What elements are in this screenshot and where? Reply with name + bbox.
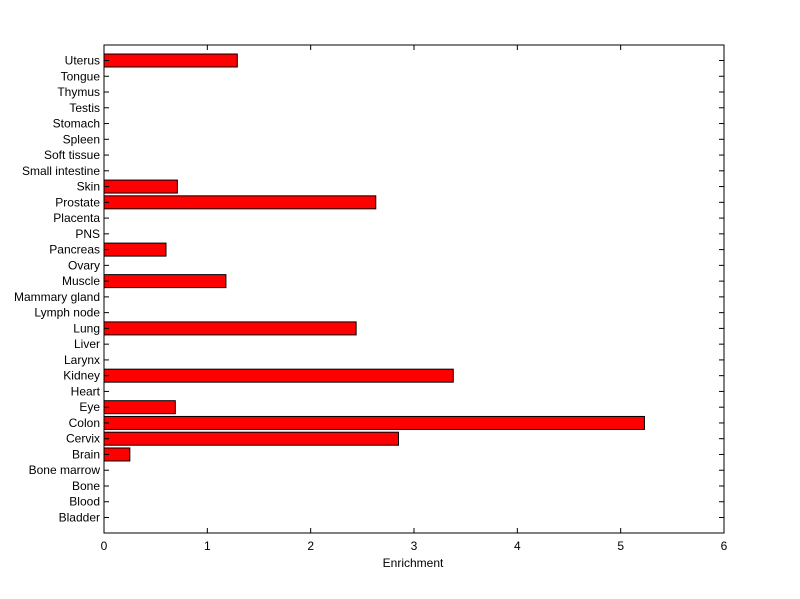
y-tick-label-eye: Eye [79, 400, 100, 414]
x-tick-label-0: 0 [101, 539, 108, 553]
y-tick-label-heart: Heart [71, 384, 101, 398]
x-tick-label-3: 3 [411, 539, 418, 553]
y-tick-label-bladder: Bladder [59, 511, 100, 525]
y-tick-label-skin: Skin [77, 180, 100, 194]
bar-muscle [103, 274, 227, 289]
x-axis-title: Enrichment [383, 556, 444, 570]
y-tick-label-mammary-gland: Mammary gland [14, 290, 100, 304]
x-tick-label-2: 2 [307, 539, 314, 553]
y-tick-label-liver: Liver [74, 337, 100, 351]
y-tick-label-cervix: Cervix [66, 432, 100, 446]
bar-colon [103, 415, 645, 430]
y-tick-label-testis: Testis [69, 101, 100, 115]
y-tick-label-pns: PNS [75, 227, 100, 241]
y-tick-label-larynx: Larynx [64, 353, 100, 367]
y-tick-label-tongue: Tongue [61, 69, 101, 83]
plot-frame [103, 44, 725, 534]
x-tick-label-6: 6 [721, 539, 728, 553]
y-tick-label-lung: Lung [73, 321, 100, 335]
y-tick-label-small-intestine: Small intestine [22, 164, 100, 178]
bar-lung [103, 321, 357, 336]
x-tick-label-4: 4 [514, 539, 521, 553]
bar-skin [103, 179, 178, 194]
y-tick-label-prostate: Prostate [55, 195, 100, 209]
y-tick-label-kidney: Kidney [63, 369, 100, 383]
plot-area [104, 45, 724, 533]
x-tick-label-5: 5 [617, 539, 624, 553]
y-tick-label-blood: Blood [69, 495, 100, 509]
bar-kidney [103, 368, 454, 383]
y-tick-label-ovary: Ovary [68, 258, 100, 272]
y-tick-label-colon: Colon [69, 416, 100, 430]
y-tick-label-muscle: Muscle [62, 274, 100, 288]
y-tick-label-thymus: Thymus [57, 85, 100, 99]
x-tick-label-1: 1 [204, 539, 211, 553]
bar-uterus [103, 53, 238, 68]
y-tick-label-soft-tissue: Soft tissue [44, 148, 100, 162]
y-tick-label-uterus: Uterus [65, 54, 100, 68]
y-tick-label-pancreas: Pancreas [49, 243, 100, 257]
y-tick-label-placenta: Placenta [53, 211, 100, 225]
bar-prostate [103, 195, 377, 210]
y-tick-label-bone-marrow: Bone marrow [29, 463, 101, 477]
bar-pancreas [103, 242, 167, 257]
bar-eye [103, 400, 176, 415]
y-tick-label-stomach: Stomach [53, 117, 100, 131]
bar-cervix [103, 431, 399, 446]
y-tick-label-spleen: Spleen [63, 132, 100, 146]
y-tick-label-lymph-node: Lymph node [34, 306, 100, 320]
y-tick-label-bone: Bone [72, 479, 100, 493]
y-tick-label-brain: Brain [72, 447, 100, 461]
